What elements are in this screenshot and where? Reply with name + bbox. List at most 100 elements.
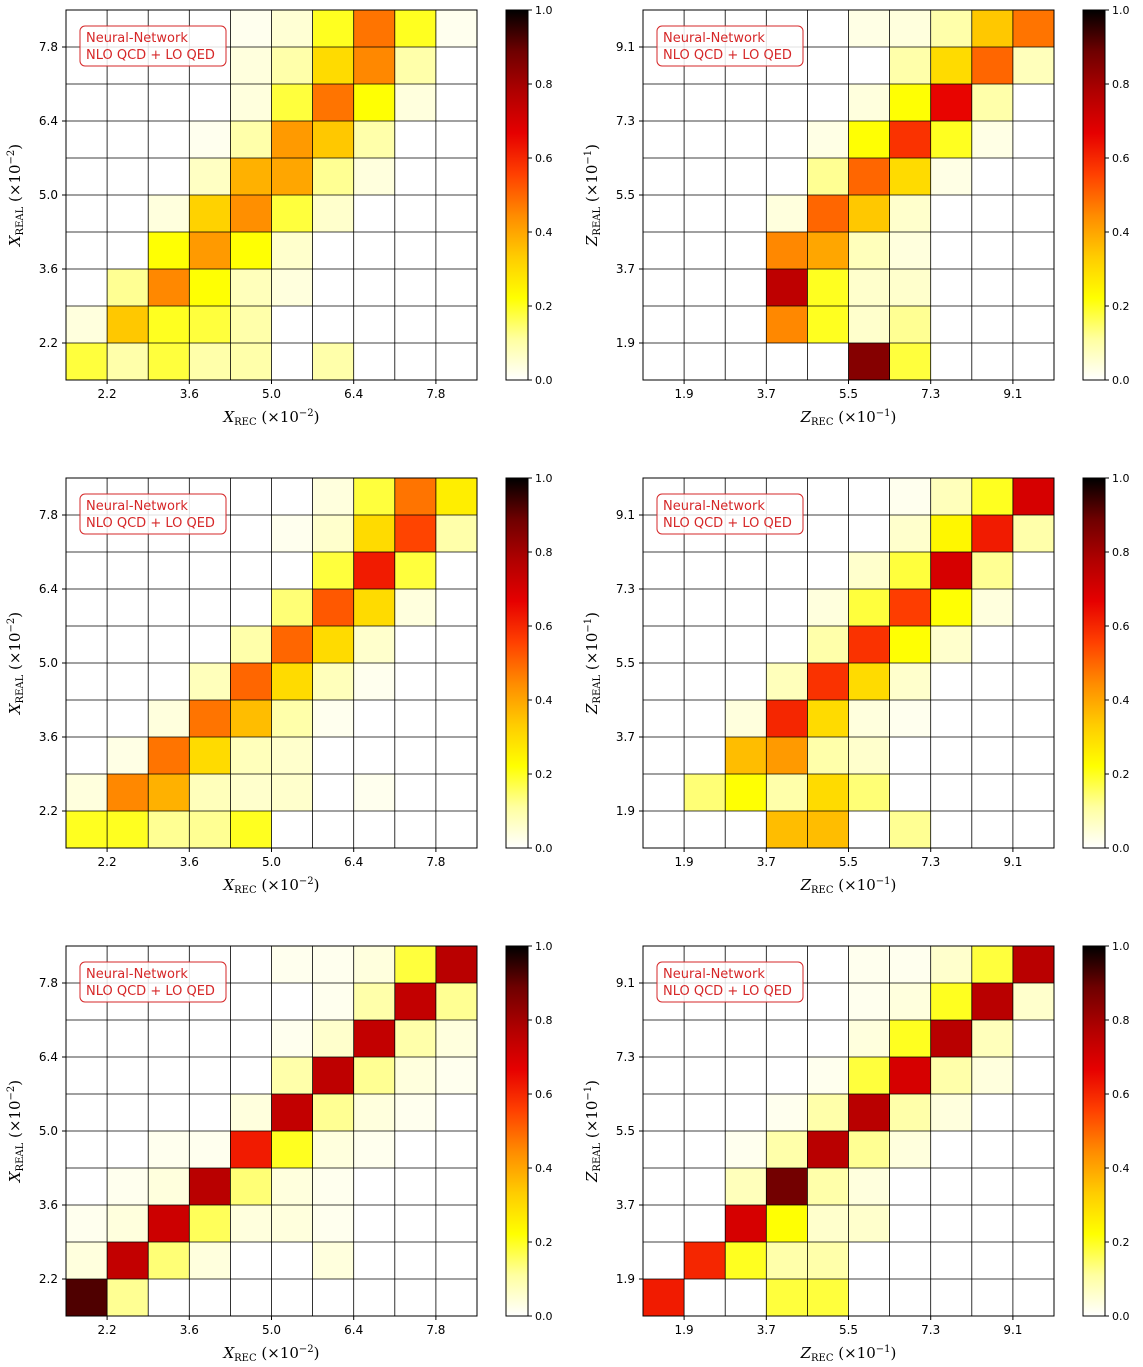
heatmap-cell xyxy=(435,121,477,158)
heatmap-cell xyxy=(230,552,272,589)
heatmap-cell xyxy=(643,1168,685,1205)
heatmap-cell xyxy=(230,10,272,47)
heatmap-cell xyxy=(394,1020,436,1057)
x-tick-label: 3.6 xyxy=(180,855,199,869)
heatmap-cell xyxy=(889,663,931,700)
annotation-frame xyxy=(656,493,804,535)
heatmap-cell xyxy=(435,626,477,663)
heatmap-cell xyxy=(271,1205,313,1242)
heatmap-cell xyxy=(766,1057,808,1094)
colorbar-tick-label: 0.8 xyxy=(535,78,553,91)
annotation-frame xyxy=(79,961,227,1003)
heatmap-cell xyxy=(725,269,767,306)
x-axis-label: XREC (×10−2) xyxy=(222,876,319,896)
colorbar: 0.0 0.2 0.4 0.6 0.8 1.0 xyxy=(505,472,553,855)
heatmap-cell xyxy=(435,1020,477,1057)
heatmap-cell xyxy=(107,1094,149,1131)
x-tick-label: 7.3 xyxy=(921,387,940,401)
heatmap-cell xyxy=(930,552,972,589)
heatmap-cell xyxy=(643,626,685,663)
heatmap-cell xyxy=(271,946,313,983)
y-tick-label: 9.1 xyxy=(616,40,635,54)
heatmap-cell xyxy=(684,626,726,663)
heatmap-cell xyxy=(889,195,931,232)
heatmap-cell xyxy=(766,158,808,195)
heatmap-cell xyxy=(353,983,395,1020)
heatmap-cell xyxy=(930,1131,972,1168)
heatmap-cell xyxy=(353,663,395,700)
heatmap-cell xyxy=(435,663,477,700)
x-tick-label: 1.9 xyxy=(675,387,694,401)
heatmap-cell xyxy=(148,343,190,380)
heatmap-cell xyxy=(930,158,972,195)
heatmap-cell xyxy=(807,1131,849,1168)
heatmap-cell xyxy=(271,737,313,774)
heatmap-cell xyxy=(889,552,931,589)
heatmap-cell xyxy=(107,552,149,589)
heatmap-cell xyxy=(394,811,436,848)
y-tick-label: 1.9 xyxy=(616,336,635,350)
heatmap-cell xyxy=(889,269,931,306)
heatmap-cell xyxy=(353,1020,395,1057)
heatmap-cell xyxy=(725,1242,767,1279)
x-tick-label: 3.7 xyxy=(757,855,776,869)
colorbar-tick-label: 0.8 xyxy=(1112,1014,1130,1027)
heatmap-cell xyxy=(353,343,395,380)
heatmap-cell xyxy=(189,1279,231,1316)
heatmap-cell xyxy=(889,1094,931,1131)
heatmap-cell xyxy=(766,1094,808,1131)
heatmap-cell xyxy=(889,84,931,121)
heatmap-cell xyxy=(148,552,190,589)
colorbar-tick-label: 0.0 xyxy=(535,1310,553,1323)
heatmap-cell xyxy=(189,343,231,380)
heatmap-cell xyxy=(107,774,149,811)
heatmap-cell xyxy=(930,195,972,232)
colorbar: 0.0 0.2 0.4 0.6 0.8 1.0 xyxy=(1082,940,1130,1323)
heatmap-cell xyxy=(148,195,190,232)
heatmap-cell xyxy=(684,269,726,306)
heatmap-cell xyxy=(1012,10,1054,47)
heatmap-cell xyxy=(312,1131,354,1168)
colorbar-tick-label: 1.0 xyxy=(535,472,553,485)
heatmap-cell xyxy=(766,774,808,811)
heatmap-cell xyxy=(353,478,395,515)
heatmap-cell xyxy=(766,343,808,380)
heatmap-cell xyxy=(848,478,890,515)
colorbar-tick-label: 0.6 xyxy=(1112,152,1130,165)
heatmap-cell xyxy=(148,84,190,121)
colorbar-tick-label: 0.4 xyxy=(1112,1162,1130,1175)
heatmap-cell xyxy=(766,1168,808,1205)
annotation-line-1: Neural-Network xyxy=(663,967,765,982)
heatmap-cell xyxy=(807,10,849,47)
heatmap-cell xyxy=(643,811,685,848)
heatmap-cell xyxy=(271,983,313,1020)
heatmap-cell xyxy=(971,47,1013,84)
annotation-frame xyxy=(656,25,804,67)
heatmap-cell xyxy=(684,552,726,589)
heatmap-cell xyxy=(353,1131,395,1168)
heatmap-cell xyxy=(271,1242,313,1279)
heatmap-cell xyxy=(271,158,313,195)
x-tick-label: 9.1 xyxy=(1003,855,1022,869)
y-tick-label: 3.7 xyxy=(616,1198,635,1212)
colorbar-gradient xyxy=(1082,945,1106,1317)
heatmap-cell xyxy=(435,232,477,269)
heatmap-cell xyxy=(807,626,849,663)
heatmap-cell xyxy=(766,626,808,663)
heatmap-cell xyxy=(435,983,477,1020)
y-tick-label: 5.0 xyxy=(39,1124,58,1138)
heatmap-cell xyxy=(312,10,354,47)
heatmap-cell xyxy=(848,158,890,195)
heatmap-cell xyxy=(189,84,231,121)
heatmap-cell xyxy=(107,626,149,663)
heatmap-cell xyxy=(394,774,436,811)
colorbar-tick-label: 0.8 xyxy=(535,546,553,559)
heatmap-cell xyxy=(271,121,313,158)
heatmap-cell xyxy=(684,232,726,269)
heatmap-cell xyxy=(1012,84,1054,121)
heatmap-cell xyxy=(271,589,313,626)
heatmap-cell xyxy=(66,195,108,232)
heatmap-cell xyxy=(725,1020,767,1057)
heatmap-cell xyxy=(971,1242,1013,1279)
heatmap-cell xyxy=(807,1057,849,1094)
